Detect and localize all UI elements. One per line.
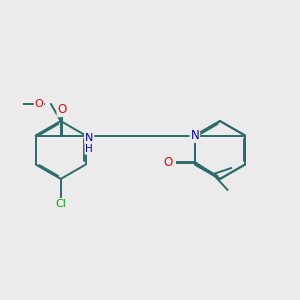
Text: O: O [34, 99, 43, 109]
Text: H: H [85, 144, 93, 154]
Text: O: O [58, 103, 67, 116]
Text: Cl: Cl [55, 199, 66, 209]
Text: N: N [85, 134, 93, 143]
Text: O: O [164, 156, 173, 169]
Text: N: N [190, 129, 199, 142]
